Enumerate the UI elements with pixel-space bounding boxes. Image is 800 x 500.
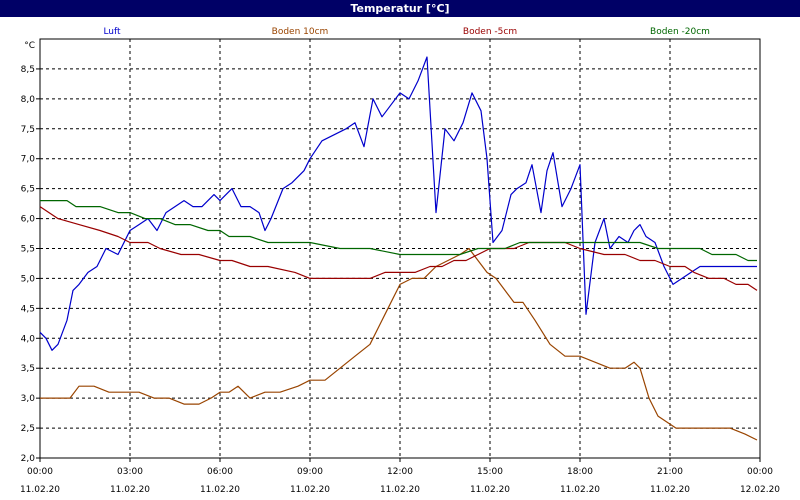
series-layer xyxy=(39,56,758,441)
y-tick-label: 5,0 xyxy=(21,274,36,284)
temperature-chart: 2,0 2,5 3,0 3,5 4,0 4,5 5,0 5,5 6,0 6,5 7,0 7,5 8,0 8… xyxy=(20,27,780,495)
chart-title-text: Temperatur [°C] xyxy=(350,2,450,15)
y-axis-unit: °C xyxy=(24,41,35,51)
x-tick-date-label: 12.02.20 xyxy=(740,485,780,495)
y-tick-label: 3,5 xyxy=(21,364,35,374)
y-tick-label: 2,0 xyxy=(21,454,36,464)
y-tick-label: 8,5 xyxy=(21,65,35,75)
x-tick-date-label: 11.02.20 xyxy=(650,485,690,495)
y-tick-label: 7,5 xyxy=(21,125,35,135)
x-tick-time-label: 00:00 xyxy=(747,467,773,477)
legend-entry: Boden -20cm xyxy=(650,27,710,37)
x-tick-time-label: 09:00 xyxy=(297,467,323,477)
x-tick-date-label: 11.02.20 xyxy=(290,485,330,495)
x-tick-time-label: 12:00 xyxy=(387,467,413,477)
series-line-luft xyxy=(39,56,757,351)
x-tick-time-label: 18:00 xyxy=(567,467,593,477)
plot-frame xyxy=(39,38,761,459)
x-tick-date-label: 11.02.20 xyxy=(200,485,240,495)
series-line-boden-5cm xyxy=(39,206,758,291)
y-tick-label: 5,5 xyxy=(21,245,35,255)
grid xyxy=(40,39,760,458)
y-tick-label: 4,5 xyxy=(21,304,35,314)
legend-entry: Luft xyxy=(103,27,121,37)
x-tick-time-label: 15:00 xyxy=(477,467,503,477)
y-tick-label: 4,0 xyxy=(21,334,36,344)
legend-entry: Boden -5cm xyxy=(463,27,517,37)
legend: Luft Boden 10cm Boden -5cm Boden -20cm xyxy=(103,27,710,37)
x-tick-time-label: 21:00 xyxy=(657,467,683,477)
x-tick-time-label: 06:00 xyxy=(207,467,233,477)
x-tick-time-label: 03:00 xyxy=(117,467,143,477)
y-tick-label: 3,0 xyxy=(21,394,36,404)
x-tick-date-label: 11.02.20 xyxy=(470,485,510,495)
legend-entry: Boden 10cm xyxy=(272,27,329,37)
y-tick-label: 6,0 xyxy=(21,215,36,225)
x-tick-time-label: 00:00 xyxy=(27,467,53,477)
x-tick-date-label: 11.02.20 xyxy=(380,485,420,495)
chart-title: Temperatur [°C] xyxy=(0,0,800,17)
x-tick-date-label: 11.02.20 xyxy=(20,485,60,495)
series-line-boden-10cm xyxy=(40,247,758,441)
axes: 2,0 2,5 3,0 3,5 4,0 4,5 5,0 5,5 6,0 6,5 7,0 7,5 8,0 8… xyxy=(20,38,780,495)
x-tick-date-label: 11.02.20 xyxy=(110,485,150,495)
y-tick-label: 6,5 xyxy=(21,185,35,195)
y-tick-label: 2,5 xyxy=(21,424,35,434)
y-tick-label: 7,0 xyxy=(21,155,36,165)
x-tick-date-label: 11.02.20 xyxy=(560,485,600,495)
y-tick-label: 8,0 xyxy=(21,95,36,105)
series-line-boden-20cm xyxy=(40,200,757,262)
